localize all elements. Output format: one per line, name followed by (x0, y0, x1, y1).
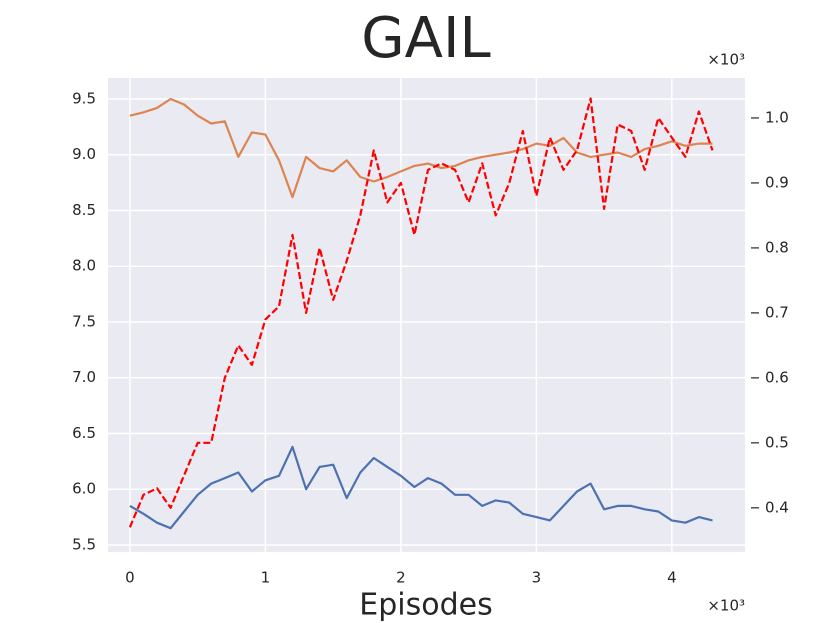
y2-tick-label: 0.4 (765, 498, 789, 516)
y-tick-label: 6.5 (72, 424, 96, 442)
x-tick-label: 4 (667, 569, 677, 587)
y-tick-label: 9.5 (72, 89, 96, 107)
x-tick-label: 0 (125, 569, 135, 587)
x-tick-label: 2 (396, 569, 406, 587)
y2-offset-label: ×10³ (707, 51, 745, 69)
series-line (129, 97, 713, 199)
series-line (129, 445, 713, 530)
x-offset-label: ×10³ (707, 597, 745, 615)
x-axis-label: Episodes (359, 588, 492, 623)
y-tick-label: 6.0 (72, 480, 96, 498)
x-tick-label: 3 (532, 569, 542, 587)
x-tick-label: 1 (261, 569, 271, 587)
y2-tick-label: 0.8 (765, 238, 789, 256)
y2-tick-label: 0.9 (765, 173, 789, 191)
y2-tick-label: 0.7 (765, 303, 789, 321)
plot-background (108, 78, 745, 552)
y2-tick-label: 0.6 (765, 368, 789, 386)
y-tick-label: 5.5 (72, 535, 96, 553)
chart-title: GAIL (361, 6, 490, 71)
y-tick-label: 7.5 (72, 312, 96, 330)
y-tick-label: 8.5 (72, 201, 96, 219)
y2-tick-label: 0.5 (765, 433, 789, 451)
y-tick-label: 9.0 (72, 145, 96, 163)
series-line (128, 97, 714, 528)
y-tick-label: 7.0 (72, 368, 96, 386)
y2-tick-label: 1.0 (765, 108, 789, 126)
y-tick-label: 8.0 (72, 257, 96, 275)
